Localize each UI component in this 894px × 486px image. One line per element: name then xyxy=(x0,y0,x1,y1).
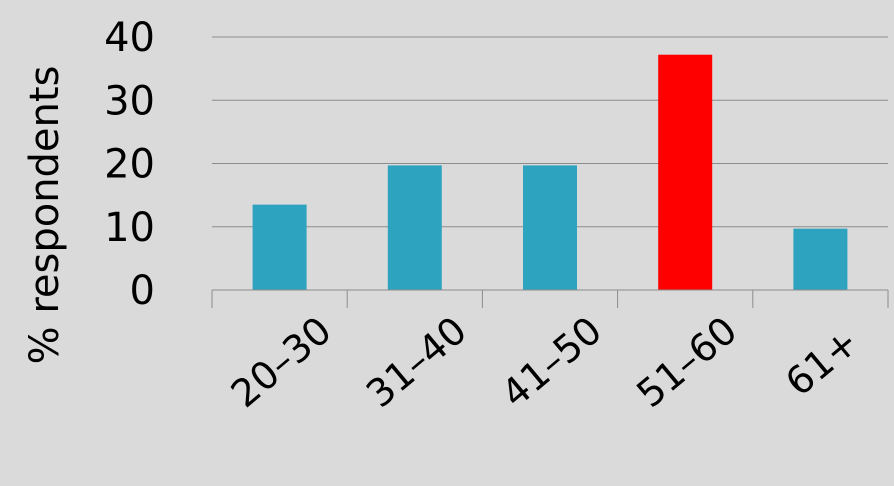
x-axis-ticks: 20–30 31–40 41–50 51–60 61+ xyxy=(223,308,867,416)
x-tick-label: 61+ xyxy=(777,319,867,404)
y-tick-label: 20 xyxy=(104,142,155,188)
y-tick-label: 0 xyxy=(130,268,155,314)
bars xyxy=(252,54,848,291)
y-axis-label: % respondents xyxy=(22,66,68,365)
y-axis-ticks: 0 10 20 30 40 xyxy=(104,15,155,314)
bar xyxy=(252,204,307,290)
bar xyxy=(387,165,442,290)
x-tick-label: 31–40 xyxy=(358,308,475,416)
bar xyxy=(793,228,848,290)
y-tick-label: 30 xyxy=(104,78,155,124)
x-axis xyxy=(211,289,889,308)
x-tick-label: 51–60 xyxy=(628,308,745,416)
bar xyxy=(523,165,577,290)
bar xyxy=(658,54,713,291)
y-tick-label: 10 xyxy=(104,205,155,251)
x-tick-label: 20–30 xyxy=(223,308,340,416)
x-tick-label: 41–50 xyxy=(493,308,610,416)
y-tick-label: 40 xyxy=(104,15,155,61)
